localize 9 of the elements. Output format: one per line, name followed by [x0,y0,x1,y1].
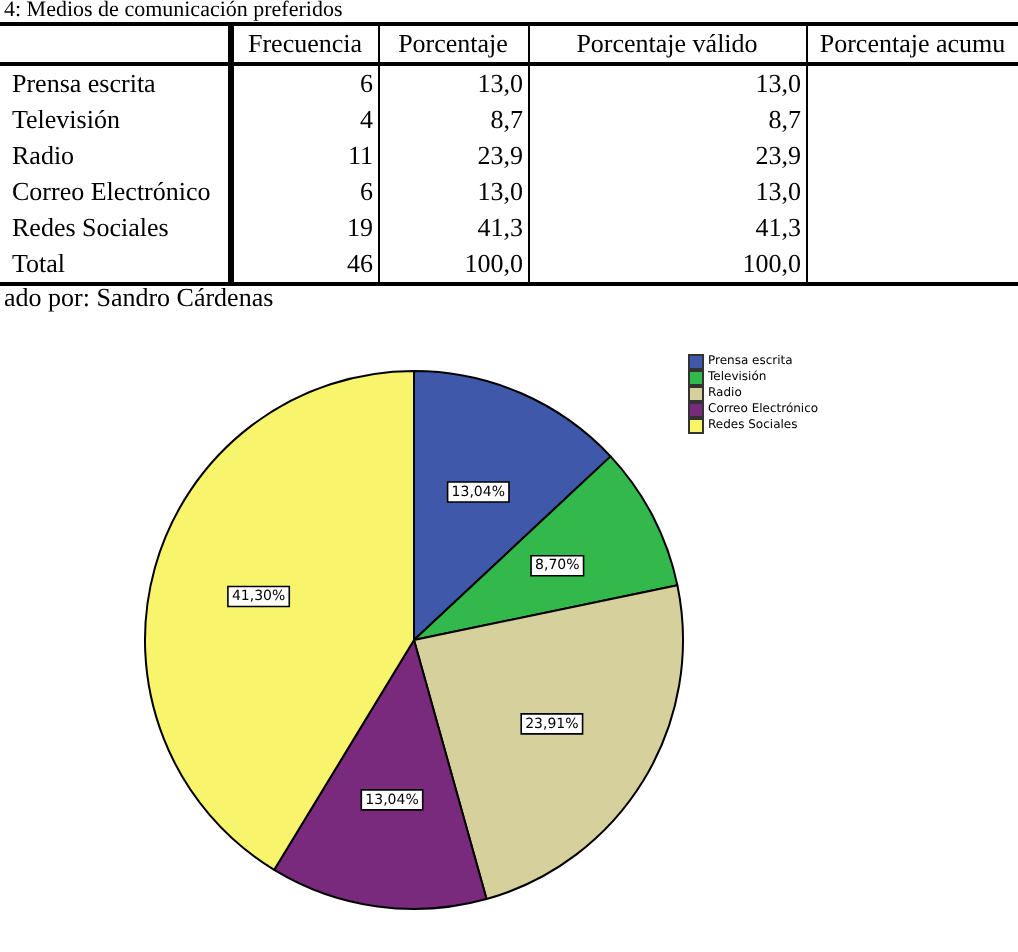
text: ado por: Sandro Cárdenas [4,282,274,314]
text: Correo Electrónico 6 13,0 13,0 [12,176,801,206]
text: Total 46 100,0 100,0 [12,248,801,278]
text: Radio 11 23,9 23,9 [12,140,801,170]
chart-title: 4: Medios de comunicación preferidos [4,0,343,22]
text: Televisión 4 8,7 8,7 [12,104,801,134]
text: Prensa escrita 6 13,0 13,0 [12,68,801,98]
text: Redes Sociales 19 41,3 41,3 [12,212,801,242]
text: Frecuencia Porcentaje Porcentaje válido Porcentaje acumu [247,28,1006,58]
